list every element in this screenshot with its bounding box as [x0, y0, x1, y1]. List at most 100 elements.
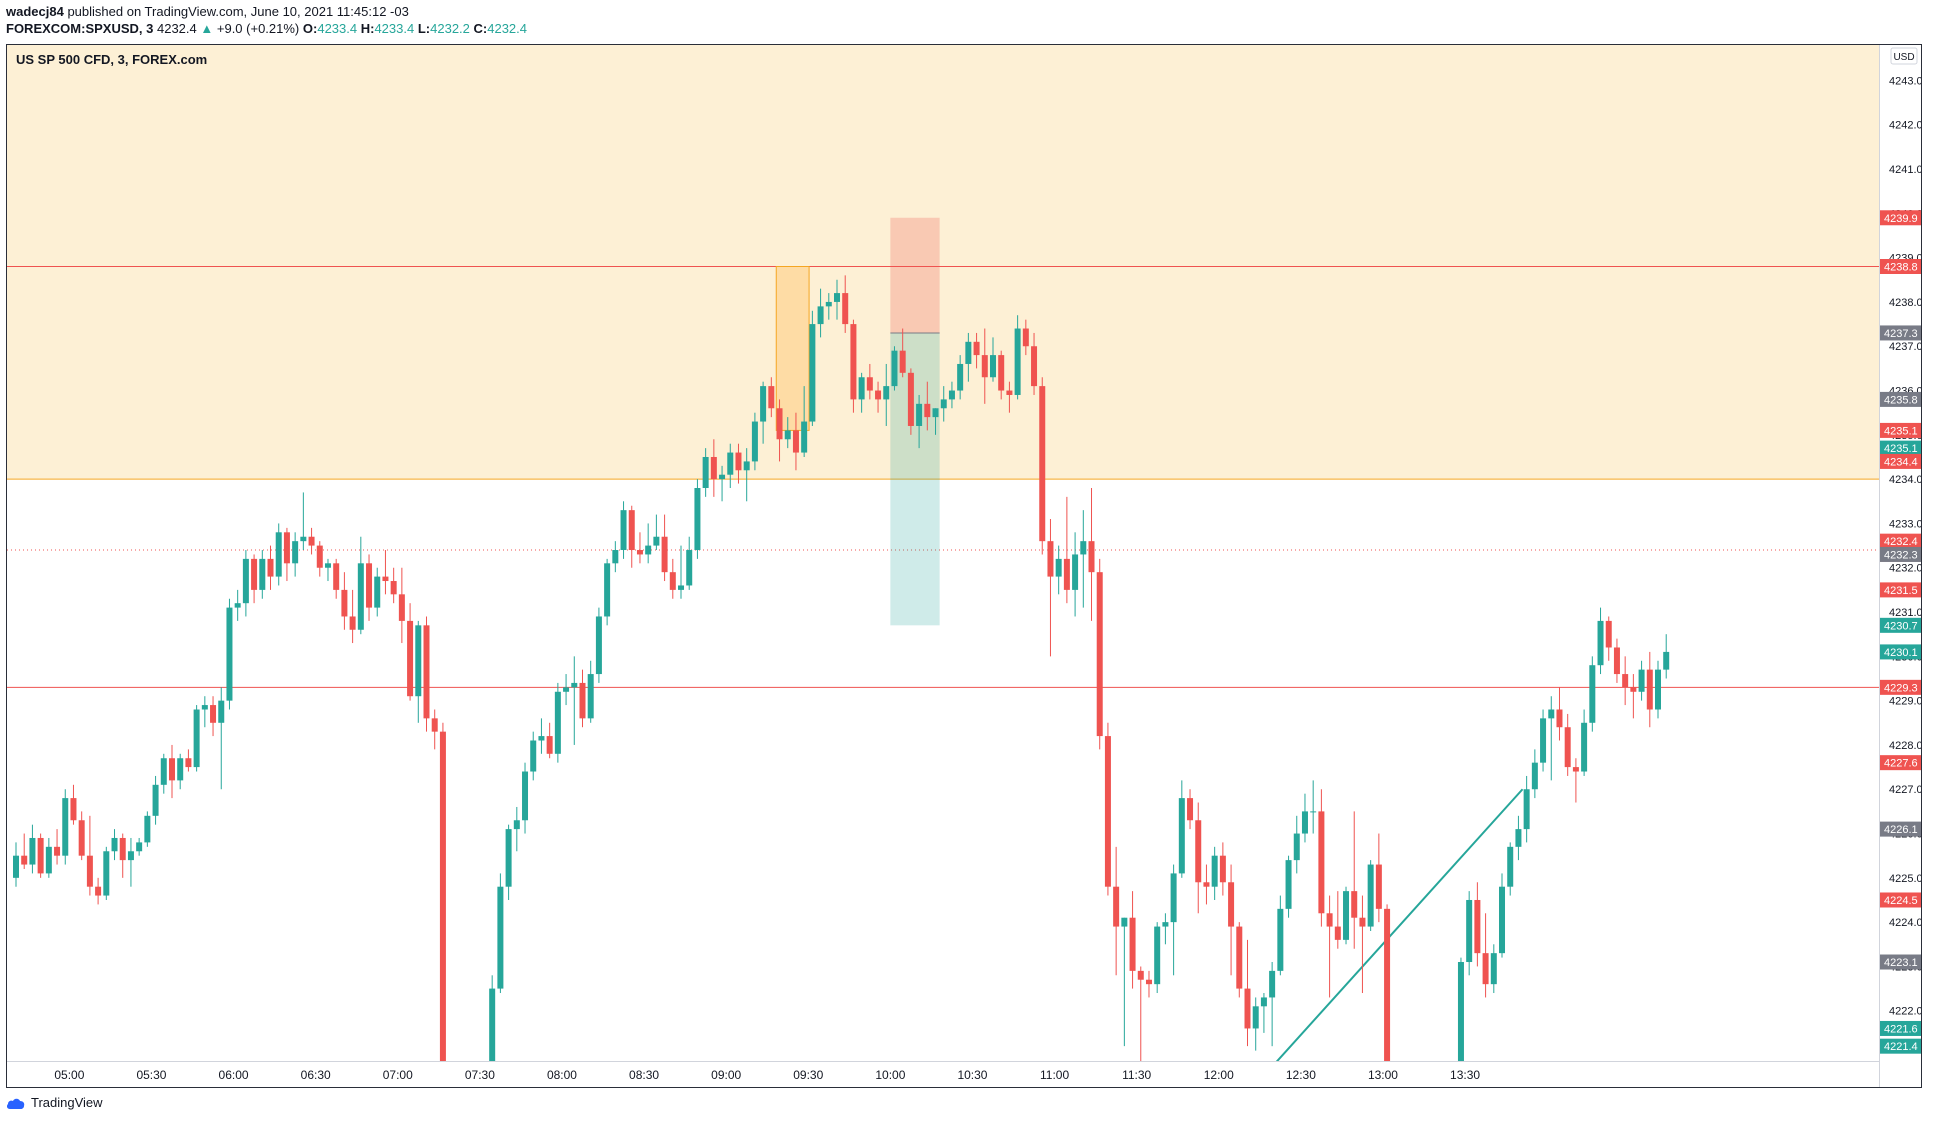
candle — [1063, 496, 1070, 604]
price-label: 4238.8 — [1884, 262, 1918, 274]
candle-body — [801, 421, 808, 453]
candle-body — [669, 572, 676, 590]
candle — [54, 829, 61, 865]
candle-body — [1039, 386, 1046, 542]
x-tick-label: 08:30 — [629, 1068, 659, 1082]
price-label: 4235.1 — [1884, 443, 1918, 455]
candle-body — [1638, 669, 1645, 692]
candle-body — [1080, 541, 1087, 555]
candle — [776, 399, 783, 462]
candle — [316, 541, 323, 577]
candle — [669, 558, 676, 599]
x-tick-label: 07:30 — [465, 1068, 495, 1082]
candle-body — [1597, 620, 1604, 666]
candle-body — [1154, 926, 1161, 985]
candle — [1572, 758, 1579, 803]
price-label: 4227.6 — [1884, 758, 1918, 770]
currency-badge-box — [1890, 47, 1918, 65]
candle — [1055, 545, 1062, 595]
candle — [341, 572, 348, 630]
candle-body — [513, 820, 520, 830]
price-label: 4235.8 — [1884, 394, 1918, 406]
candle-body — [579, 682, 586, 719]
candle-body — [439, 731, 446, 1061]
candle-body — [1359, 917, 1366, 927]
price-label: 4239.9 — [1884, 213, 1918, 225]
price-label-box — [1880, 325, 1921, 341]
candle-body — [95, 886, 102, 896]
high-value: 4233.4 — [374, 21, 415, 36]
candle — [489, 975, 496, 1061]
candle-body — [1088, 541, 1095, 573]
candle-body — [522, 771, 529, 821]
candle-body — [940, 399, 947, 409]
candle — [95, 877, 102, 905]
candle — [784, 417, 791, 449]
candle — [234, 589, 241, 621]
price-label: 4235.1 — [1884, 425, 1918, 437]
candle-body — [1384, 908, 1391, 1061]
candle-body — [694, 488, 701, 551]
candle — [530, 731, 537, 781]
candle — [324, 558, 331, 582]
candle — [809, 310, 816, 426]
candle — [1178, 780, 1185, 878]
candle-body — [168, 758, 175, 781]
candlestick-chart[interactable]: 4243.04242.04241.04240.04239.04238.04237… — [7, 45, 1922, 1088]
candle — [308, 527, 315, 555]
candle-body — [193, 709, 200, 768]
candle-body — [1072, 554, 1079, 590]
candle — [916, 394, 923, 449]
footer-brand[interactable]: TradingView — [31, 1095, 103, 1110]
candle-body — [316, 545, 323, 568]
tradingview-cloud-icon — [6, 1098, 25, 1109]
candle — [1490, 944, 1497, 994]
candle — [1047, 519, 1054, 657]
candle-body — [768, 386, 775, 409]
candle — [1384, 904, 1391, 1061]
price-label-box — [1880, 422, 1921, 438]
candle-body — [998, 355, 1005, 391]
price-label-box — [1880, 453, 1921, 469]
candle — [571, 656, 578, 745]
candle-body — [1228, 882, 1235, 927]
candle — [1113, 846, 1120, 976]
candle — [366, 554, 373, 621]
candle-body — [1663, 651, 1670, 670]
price-label: 4221.4 — [1884, 1041, 1918, 1053]
candle — [152, 775, 159, 825]
candle — [1104, 722, 1111, 896]
candle — [374, 567, 381, 617]
candle — [210, 696, 217, 737]
candle — [940, 386, 947, 422]
candle — [1269, 962, 1276, 1047]
candle-body — [324, 563, 331, 568]
candle — [604, 558, 611, 626]
y-tick-label: 4231.0 — [1889, 607, 1922, 619]
candle-body — [858, 377, 865, 400]
candle-body — [62, 798, 69, 856]
candle-body — [218, 700, 225, 723]
x-tick-label: 12:30 — [1286, 1068, 1316, 1082]
candle-body — [13, 855, 19, 878]
candle — [1622, 656, 1629, 706]
candle — [522, 762, 529, 834]
candle-body — [1334, 926, 1341, 940]
price-label: 4234.4 — [1884, 456, 1918, 468]
publisher-name[interactable]: wadecj84 — [6, 4, 64, 19]
x-tick-label: 13:30 — [1450, 1068, 1480, 1082]
candle — [1507, 842, 1514, 896]
candle — [1646, 651, 1653, 728]
candle — [891, 346, 898, 391]
y-tick-label: 4237.0 — [1889, 341, 1922, 353]
chart-frame[interactable]: 4243.04242.04241.04240.04239.04238.04237… — [6, 44, 1922, 1088]
candle — [168, 744, 175, 799]
candle-body — [1605, 620, 1612, 648]
candle-body — [292, 541, 299, 564]
candle-body — [1564, 727, 1571, 768]
candle — [37, 833, 44, 878]
candle-body — [1572, 767, 1579, 772]
candle-body — [259, 558, 266, 590]
candle-body — [45, 846, 52, 874]
candle-body — [595, 616, 602, 675]
